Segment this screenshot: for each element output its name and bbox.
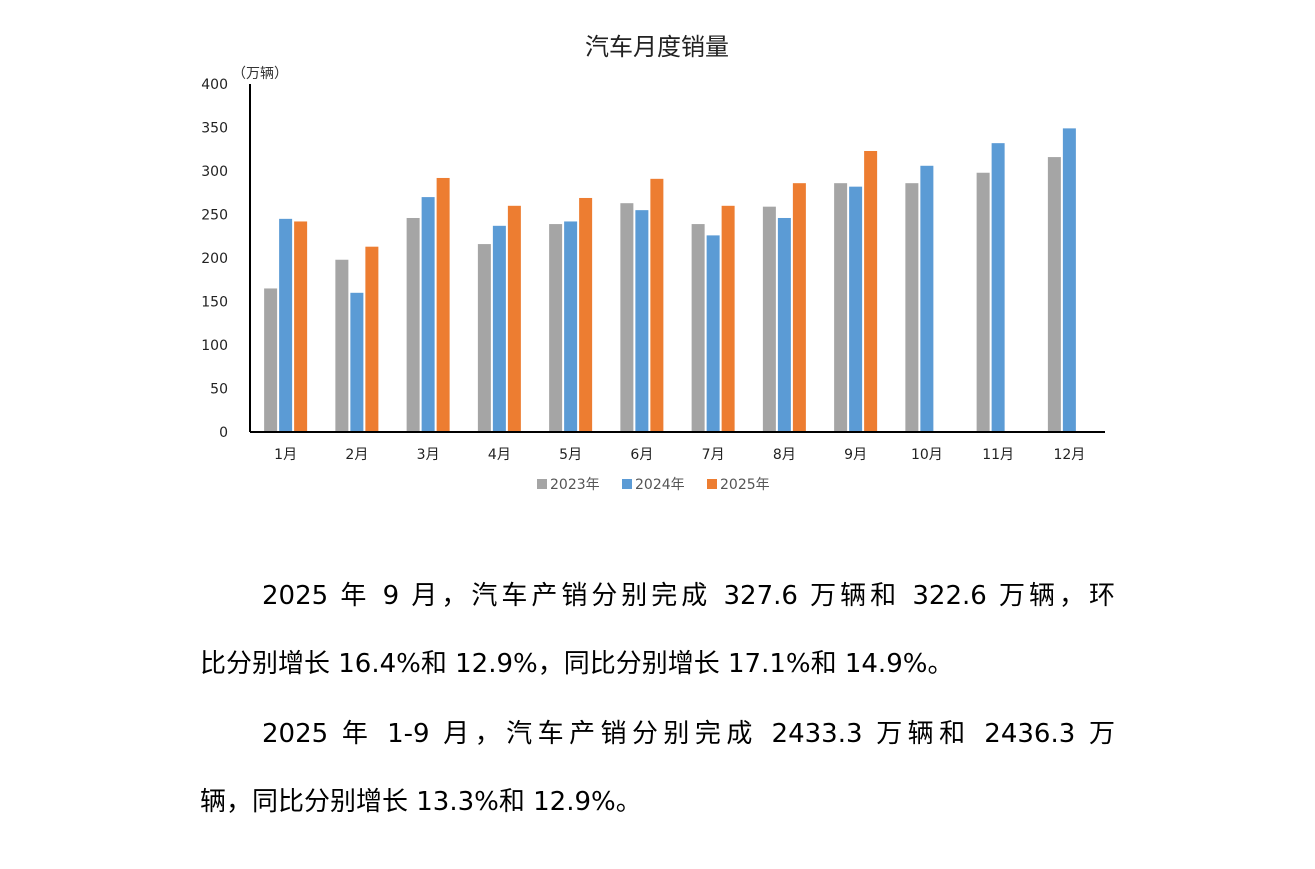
x-tick-label: 3月	[417, 447, 440, 463]
bar-2024年	[279, 218, 293, 432]
x-tick-label: 9月	[844, 447, 867, 463]
y-tick-label: 250	[201, 208, 228, 224]
bar-2023年	[1047, 157, 1061, 432]
bar-2025年	[436, 177, 450, 432]
legend-swatch	[707, 479, 717, 489]
bar-2024年	[564, 221, 578, 432]
bar-2023年	[477, 244, 491, 432]
y-unit-label: （万辆）	[232, 66, 288, 82]
bar-2025年	[792, 183, 806, 432]
bar-2023年	[264, 288, 278, 432]
x-tick-label: 10月	[911, 447, 943, 463]
x-tick-label: 8月	[773, 447, 796, 463]
bar-2023年	[406, 217, 420, 432]
paragraph-line: 2025 年 9 月，汽车产销分别完成 327.6 万辆和 322.6 万辆，环	[262, 581, 1115, 611]
bar-2023年	[549, 224, 563, 432]
bar-2025年	[864, 150, 878, 433]
legend-label: 2023年	[550, 477, 600, 493]
bar-2024年	[350, 292, 364, 432]
legend-label: 2024年	[635, 477, 685, 493]
y-tick-label: 350	[201, 121, 228, 137]
x-tick-label: 6月	[630, 447, 653, 463]
paragraph-line: 辆，同比分别增长 13.3%和 12.9%。	[200, 787, 642, 817]
bar-2024年	[492, 225, 506, 432]
x-tick-label: 1月	[274, 447, 297, 463]
y-tick-label: 150	[201, 295, 228, 311]
y-tick-label: 400	[201, 77, 228, 93]
bar-2025年	[365, 246, 379, 432]
bar-2025年	[650, 178, 664, 432]
bar-2024年	[706, 235, 720, 432]
bar-2023年	[834, 183, 848, 432]
bar-2024年	[421, 197, 435, 432]
legend-label: 2025年	[720, 477, 770, 493]
legend: 2023年 2024年 2025年	[537, 477, 770, 493]
bar-2023年	[762, 206, 776, 432]
legend-swatch	[537, 479, 547, 489]
bar-2024年	[1062, 128, 1076, 432]
x-tick-label: 12月	[1053, 447, 1085, 463]
x-tick-label: 7月	[702, 447, 725, 463]
bar-2023年	[905, 183, 919, 432]
monthly-auto-sales-chart: 汽车月度销量 （万辆） 0 50 100 150 200 250 300 350 400 1月 2…	[201, 33, 1105, 493]
bar-2024年	[849, 186, 863, 432]
bar-2025年	[721, 205, 735, 432]
y-tick-label: 50	[210, 382, 228, 398]
bar-2024年	[991, 143, 1005, 432]
y-tick-label: 200	[201, 251, 228, 267]
legend-swatch	[622, 479, 632, 489]
bar-2023年	[335, 259, 349, 432]
paragraph-line: 2025 年 1-9 月，汽车产销分别完成 2433.3 万辆和 2436.3 …	[262, 719, 1115, 749]
x-tick-label: 4月	[488, 447, 511, 463]
y-tick-label: 0	[219, 425, 228, 441]
x-tick-label: 11月	[982, 447, 1014, 463]
y-tick-label: 300	[201, 164, 228, 180]
bar-2024年	[777, 217, 791, 432]
bar-2025年	[507, 205, 521, 432]
y-tick-label: 100	[201, 338, 228, 354]
bar-2025年	[294, 221, 308, 432]
bar-2024年	[635, 210, 649, 432]
bar-2025年	[579, 197, 593, 432]
chart-title: 汽车月度销量	[585, 33, 729, 61]
bar-2023年	[976, 172, 990, 433]
bar-2023年	[691, 224, 705, 432]
bar-2024年	[920, 165, 934, 432]
x-tick-label: 2月	[345, 447, 368, 463]
paragraph-line: 比分别增长 16.4%和 12.9%，同比分别增长 17.1%和 14.9%。	[200, 649, 954, 679]
x-tick-label: 5月	[559, 447, 582, 463]
bar-2023年	[620, 203, 634, 432]
